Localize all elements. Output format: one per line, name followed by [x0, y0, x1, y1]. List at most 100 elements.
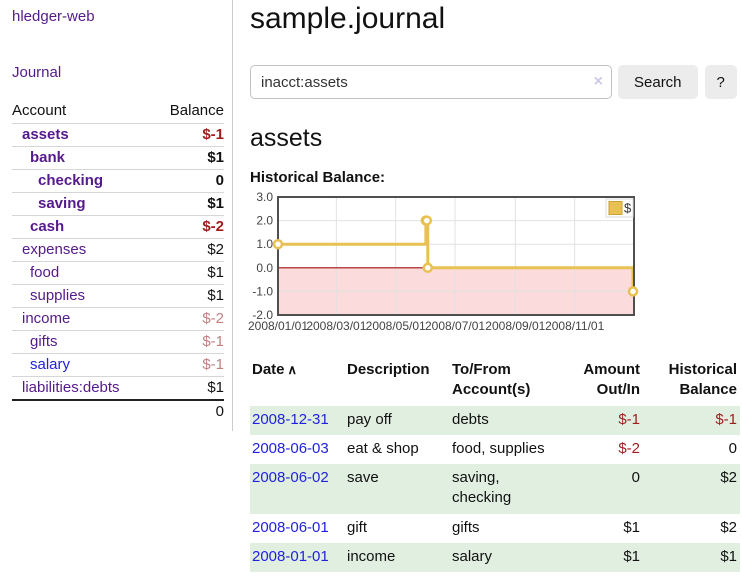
transaction-amount: $1 — [558, 542, 643, 572]
account-balance: $1 — [207, 287, 224, 304]
page-title: sample.journal — [250, 2, 446, 35]
transaction-balance: $-1 — [643, 405, 740, 435]
account-row-saving: saving $1 — [12, 192, 224, 216]
register-header-balance: Historical Balance — [668, 361, 737, 399]
account-row-gifts: gifts $-1 — [12, 330, 224, 354]
sidebar: hledger-web Journal Account Balance asse… — [0, 0, 233, 431]
svg-text:2008/11/01: 2008/11/01 — [545, 319, 604, 333]
transaction-amount: $1 — [623, 518, 640, 536]
svg-text:2008/09/01: 2008/09/01 — [485, 319, 545, 333]
account-link-food[interactable]: food — [30, 264, 60, 281]
chart-title: Historical Balance: — [250, 169, 386, 186]
account-link-saving[interactable]: saving — [38, 195, 86, 212]
account-balance: $1 — [207, 379, 224, 396]
register-table: Date ∧ Description To/From Account(s) Amo… — [250, 358, 740, 572]
transaction-description: eat & shop — [347, 439, 419, 457]
transaction-balance: 0 — [728, 439, 737, 457]
account-row-income: income $-2 — [12, 307, 224, 331]
transaction-accounts: debts — [450, 405, 558, 435]
search-form: × Search ? — [250, 65, 742, 99]
transaction-amount: 0 — [558, 464, 643, 514]
accounts-total-balance: 0 — [215, 403, 224, 420]
transaction-amount: $-1 — [558, 405, 643, 435]
register-row: 2008-06-02 save saving, checking 0 $2 — [250, 464, 740, 514]
account-link-supplies[interactable]: supplies — [30, 287, 86, 304]
search-button[interactable]: Search — [618, 65, 698, 99]
transaction-accounts: salary — [450, 542, 558, 572]
account-link-cash[interactable]: cash — [30, 218, 65, 235]
search-input-wrap: × — [250, 65, 612, 99]
transaction-description: pay off — [345, 405, 450, 435]
register-header-accounts: To/From Account(s) — [452, 361, 531, 399]
svg-text:$: $ — [624, 201, 632, 216]
account-link-gifts[interactable]: gifts — [30, 333, 58, 350]
register-header-amount: Amount Out/In — [583, 361, 640, 399]
search-input[interactable] — [250, 65, 612, 99]
transaction-date-link[interactable]: 2008-06-02 — [252, 469, 329, 486]
transaction-date-link[interactable]: 2008-12-31 — [252, 410, 329, 428]
sidebar-inner: hledger-web Journal Account Balance asse… — [0, 0, 233, 431]
account-row-assets: assets $-1 — [12, 123, 224, 147]
sidebar-item-journal[interactable]: Journal — [12, 64, 62, 81]
register-row: 2008-06-01 gift gifts $1 $2 — [250, 514, 740, 543]
transaction-balance: $2 — [643, 464, 740, 514]
transaction-accounts: saving, checking — [450, 464, 558, 514]
account-row-salary: salary $-1 — [12, 353, 224, 377]
account-link-salary[interactable]: salary — [30, 356, 71, 373]
sort-ascending-icon: ∧ — [287, 362, 298, 377]
transaction-date-link[interactable]: 2008-01-01 — [252, 547, 329, 565]
account-balance: $-2 — [202, 310, 224, 327]
account-balance: $-1 — [202, 126, 224, 143]
transaction-amount: $-2 — [618, 439, 640, 457]
account-link-checking[interactable]: checking — [38, 172, 104, 189]
account-balance: $1 — [207, 264, 224, 281]
accounts-header-account: Account — [12, 102, 67, 119]
svg-text:2008/07/01: 2008/07/01 — [425, 319, 485, 333]
svg-text:-2.0: -2.0 — [252, 308, 273, 322]
svg-text:0.0: 0.0 — [256, 261, 273, 275]
svg-text:3.0: 3.0 — [256, 190, 273, 204]
transaction-balance: $1 — [643, 542, 740, 572]
accounts-header-balance: Balance — [169, 102, 224, 119]
account-row-cash: cash $-2 — [12, 215, 224, 239]
account-link-assets[interactable]: assets — [22, 126, 69, 143]
account-row-expenses: expenses $2 — [12, 238, 224, 262]
historical-balance-chart: $3.0 2.0 1.0 0.0 -1.0 -2.0 2008/01/01 2008/03/0… — [248, 190, 742, 340]
transaction-date-link[interactable]: 2008-06-01 — [252, 518, 329, 536]
register-row: 2008-01-01 income salary $1 $1 — [250, 542, 740, 572]
transaction-accounts: food, supplies — [452, 439, 545, 457]
svg-text:2008/05/01: 2008/05/01 — [366, 319, 426, 333]
clear-search-icon[interactable]: × — [593, 73, 603, 90]
transaction-description: save — [345, 464, 450, 514]
account-link-bank[interactable]: bank — [30, 149, 66, 166]
register-row: 2008-12-31 pay off debts $-1 $-1 — [250, 405, 740, 435]
accounts-total-row: 0 — [12, 400, 224, 423]
app-title-link[interactable]: hledger-web — [12, 8, 95, 25]
transaction-description: gift — [347, 518, 368, 536]
account-link-income[interactable]: income — [22, 310, 71, 327]
register-row: 2008-06-03 eat & shop food, supplies $-2… — [250, 435, 740, 464]
account-balance: 0 — [215, 172, 224, 189]
account-balance: $-1 — [202, 356, 224, 373]
account-link-expenses[interactable]: expenses — [22, 241, 87, 258]
account-balance: $1 — [207, 195, 224, 212]
transaction-description: income — [345, 542, 450, 572]
account-row-checking: checking 0 — [12, 169, 224, 193]
help-button[interactable]: ? — [704, 65, 737, 99]
account-row-liabilities-debts: liabilities:debts $1 — [12, 376, 224, 401]
transaction-date-link[interactable]: 2008-06-03 — [252, 439, 329, 457]
main-content: sample.journal × Search ? assets Histori… — [248, 0, 742, 572]
transaction-balance: $2 — [720, 518, 737, 536]
accounts-header-row: Account Balance — [12, 100, 224, 124]
account-heading: assets — [250, 124, 323, 152]
transaction-accounts: gifts — [452, 518, 480, 536]
account-balance: $1 — [207, 149, 224, 166]
register-header-date[interactable]: Date ∧ — [250, 358, 345, 406]
svg-text:1.0: 1.0 — [256, 237, 273, 251]
account-link-liabilities-debts[interactable]: liabilities:debts — [22, 379, 120, 396]
accounts-table: Account Balance assets $-1 bank $1 check… — [12, 100, 224, 423]
svg-text:2008/03/01: 2008/03/01 — [306, 319, 366, 333]
account-balance: $-2 — [202, 218, 224, 235]
svg-text:2008/01/01: 2008/01/01 — [248, 319, 308, 333]
